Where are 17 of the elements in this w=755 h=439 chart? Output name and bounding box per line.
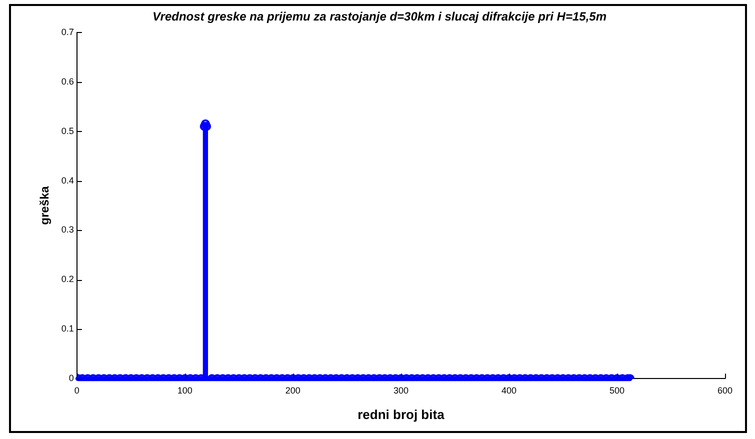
x-tick-label: 400 — [501, 385, 516, 396]
x-tick-label: 300 — [393, 385, 408, 396]
y-tick-label: 0.7 — [61, 26, 74, 37]
y-tick-label: 0.5 — [61, 126, 74, 136]
y-tick-label: 0.6 — [61, 76, 74, 86]
y-tick-label: 0.2 — [61, 274, 74, 284]
y-tick-label: 0.3 — [61, 224, 74, 235]
x-tick-label: 200 — [285, 385, 300, 396]
x-tick-label: 500 — [609, 385, 624, 396]
x-tick-label: 600 — [717, 385, 733, 396]
x-axis-title: redni broj bita — [358, 406, 446, 422]
y-tick-label: 0.4 — [61, 175, 74, 186]
chart-title: Vrednost greske na prijemu za rastojanje d=30km i slucaj difrakcije pri H=15,5m — [152, 10, 607, 24]
y-axis-title: greška — [38, 186, 52, 225]
x-tick-label: 100 — [177, 385, 192, 396]
y-tick-label: 0 — [68, 373, 74, 384]
y-tick-label: 0.1 — [61, 324, 74, 334]
